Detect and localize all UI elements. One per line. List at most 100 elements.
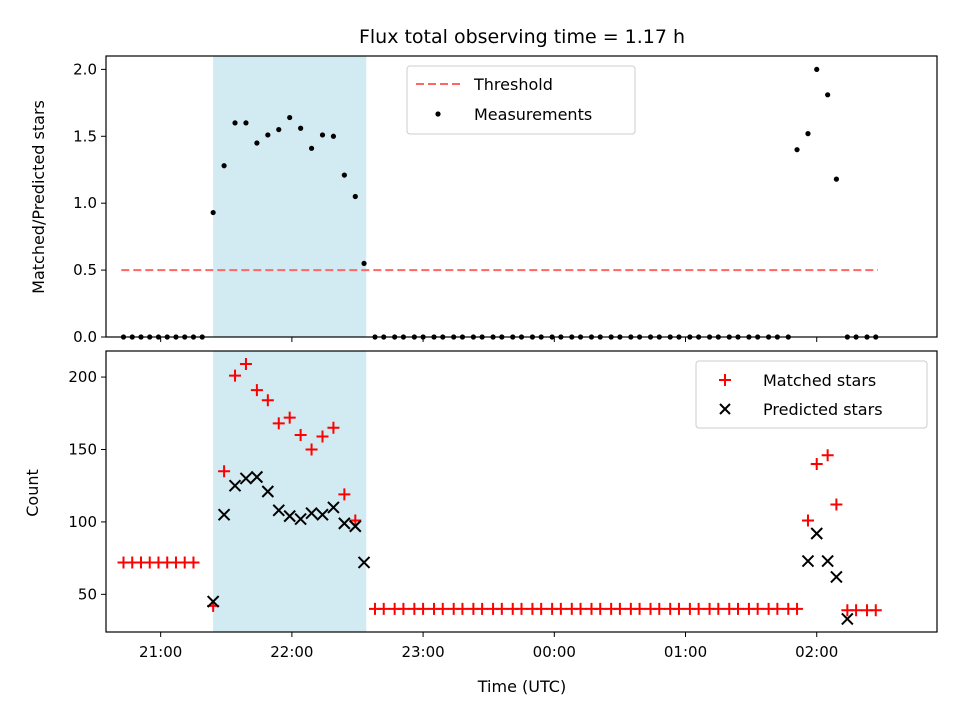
bottom-legend: Matched stars Predicted stars [695, 360, 928, 429]
matched-star-point [751, 602, 764, 615]
measurement-point [833, 176, 840, 182]
matched-star-point [801, 514, 814, 527]
measurement-point [341, 172, 347, 178]
bottom-y-axis-label: Count [23, 469, 42, 517]
predicted-star-point [841, 612, 854, 626]
matched-star-point [476, 602, 489, 615]
bottom-y-tick-label: 200 [68, 368, 97, 386]
legend-predicted-label: Predicted stars [763, 400, 883, 419]
measurement-point [330, 133, 337, 139]
matched-star-point [327, 421, 340, 434]
measurement-point [265, 132, 271, 138]
matched-star-point [456, 602, 469, 615]
bottom-series-1 [206, 470, 854, 626]
predicted-star-point [327, 501, 340, 514]
top-y-tick-label: 0.0 [73, 328, 97, 346]
measurement-point [254, 140, 260, 146]
predicted-star-point [239, 472, 253, 485]
matched-star-point [535, 602, 548, 615]
matched-star-point [821, 449, 834, 462]
matched-star-point [272, 417, 285, 430]
matched-star-point [305, 443, 318, 456]
chart-title: Flux total observing time = 1.17 h [359, 26, 685, 48]
matched-star-point [349, 514, 362, 527]
bottom-y-tick-label: 100 [68, 513, 97, 531]
x-tick-label: 00:00 [533, 643, 576, 661]
legend-measurements-swatch [435, 111, 441, 117]
matched-star-point [574, 602, 587, 615]
measurement-point [794, 147, 800, 153]
matched-star-point [283, 411, 296, 424]
top-y-tick-label: 2.0 [73, 60, 97, 78]
top-y-axis-label: Matched/Predicted stars [29, 100, 48, 294]
bottom-y-tick-label: 150 [68, 440, 97, 458]
matched-star-point [653, 602, 666, 615]
measurement-point [243, 120, 249, 126]
matched-star-point [515, 602, 528, 615]
legend-measurements-label: Measurements [474, 105, 592, 124]
matched-star-point [771, 602, 784, 615]
matched-star-point [218, 465, 231, 478]
bottom-highlight-span [213, 351, 367, 632]
matched-star-point [417, 602, 430, 615]
legend-threshold-label: Threshold [473, 75, 553, 94]
x-tick-label: 22:00 [270, 643, 313, 661]
matched-star-point [495, 602, 508, 615]
measurement-point [221, 163, 227, 169]
matched-star-point [261, 394, 274, 407]
matched-star-point [613, 602, 626, 615]
bottom-series-0 [117, 358, 882, 617]
predicted-star-point [349, 520, 362, 533]
predicted-star-point [338, 517, 351, 530]
x-tick-label: 02:00 [795, 643, 838, 661]
predicted-star-point [228, 479, 242, 492]
matched-star-point [731, 602, 744, 615]
matched-star-point [869, 604, 882, 617]
x-tick-label: 21:00 [139, 643, 182, 661]
bottom-panel: 50 100 150 200 21:00 22:00 23:00 00:00 01:00 02:0… [68, 350, 938, 661]
predicted-star-point [801, 554, 815, 568]
top-y-tick-label: 0.5 [73, 261, 97, 279]
matched-star-point [850, 604, 863, 617]
measurement-point [298, 125, 304, 131]
matched-star-point [377, 602, 390, 615]
measurement-point [814, 66, 820, 72]
matched-star-point [692, 602, 705, 615]
top-y-tick-label: 1.0 [73, 194, 97, 212]
predicted-star-point [305, 507, 318, 520]
measurement-point [232, 120, 238, 126]
predicted-star-point [810, 527, 823, 540]
matched-star-point [810, 457, 823, 470]
measurement-point [276, 126, 282, 133]
top-axes-frame [105, 55, 938, 338]
measurement-point [319, 132, 326, 138]
top-highlight-span [213, 56, 367, 337]
x-tick-label: 23:00 [401, 643, 444, 661]
matched-star-point [791, 602, 804, 615]
matched-star-point [712, 602, 725, 615]
top-y-tick-label: 1.5 [73, 127, 97, 145]
x-tick-label: 01:00 [664, 643, 707, 661]
matched-star-point [554, 602, 567, 615]
matched-star-point [397, 602, 410, 615]
measurement-point [308, 145, 315, 151]
measurement-point [825, 92, 831, 98]
predicted-star-point [261, 485, 275, 498]
matched-star-point [187, 556, 200, 569]
measurement-point [805, 131, 811, 137]
matched-star-point [672, 602, 685, 615]
predicted-star-point [294, 512, 307, 526]
predicted-star-point [821, 554, 834, 568]
matched-star-point [436, 602, 449, 615]
matched-star-point [338, 488, 351, 501]
bottom-axes-frame [105, 350, 938, 633]
matched-star-point [316, 430, 329, 443]
matched-star-point [239, 358, 252, 371]
measurement-point [287, 114, 293, 121]
measurement-point [361, 260, 367, 267]
x-axis-label: Time (UTC) [477, 677, 566, 696]
matched-star-point [229, 369, 242, 382]
predicted-star-point [272, 504, 285, 517]
predicted-star-point [283, 509, 296, 523]
